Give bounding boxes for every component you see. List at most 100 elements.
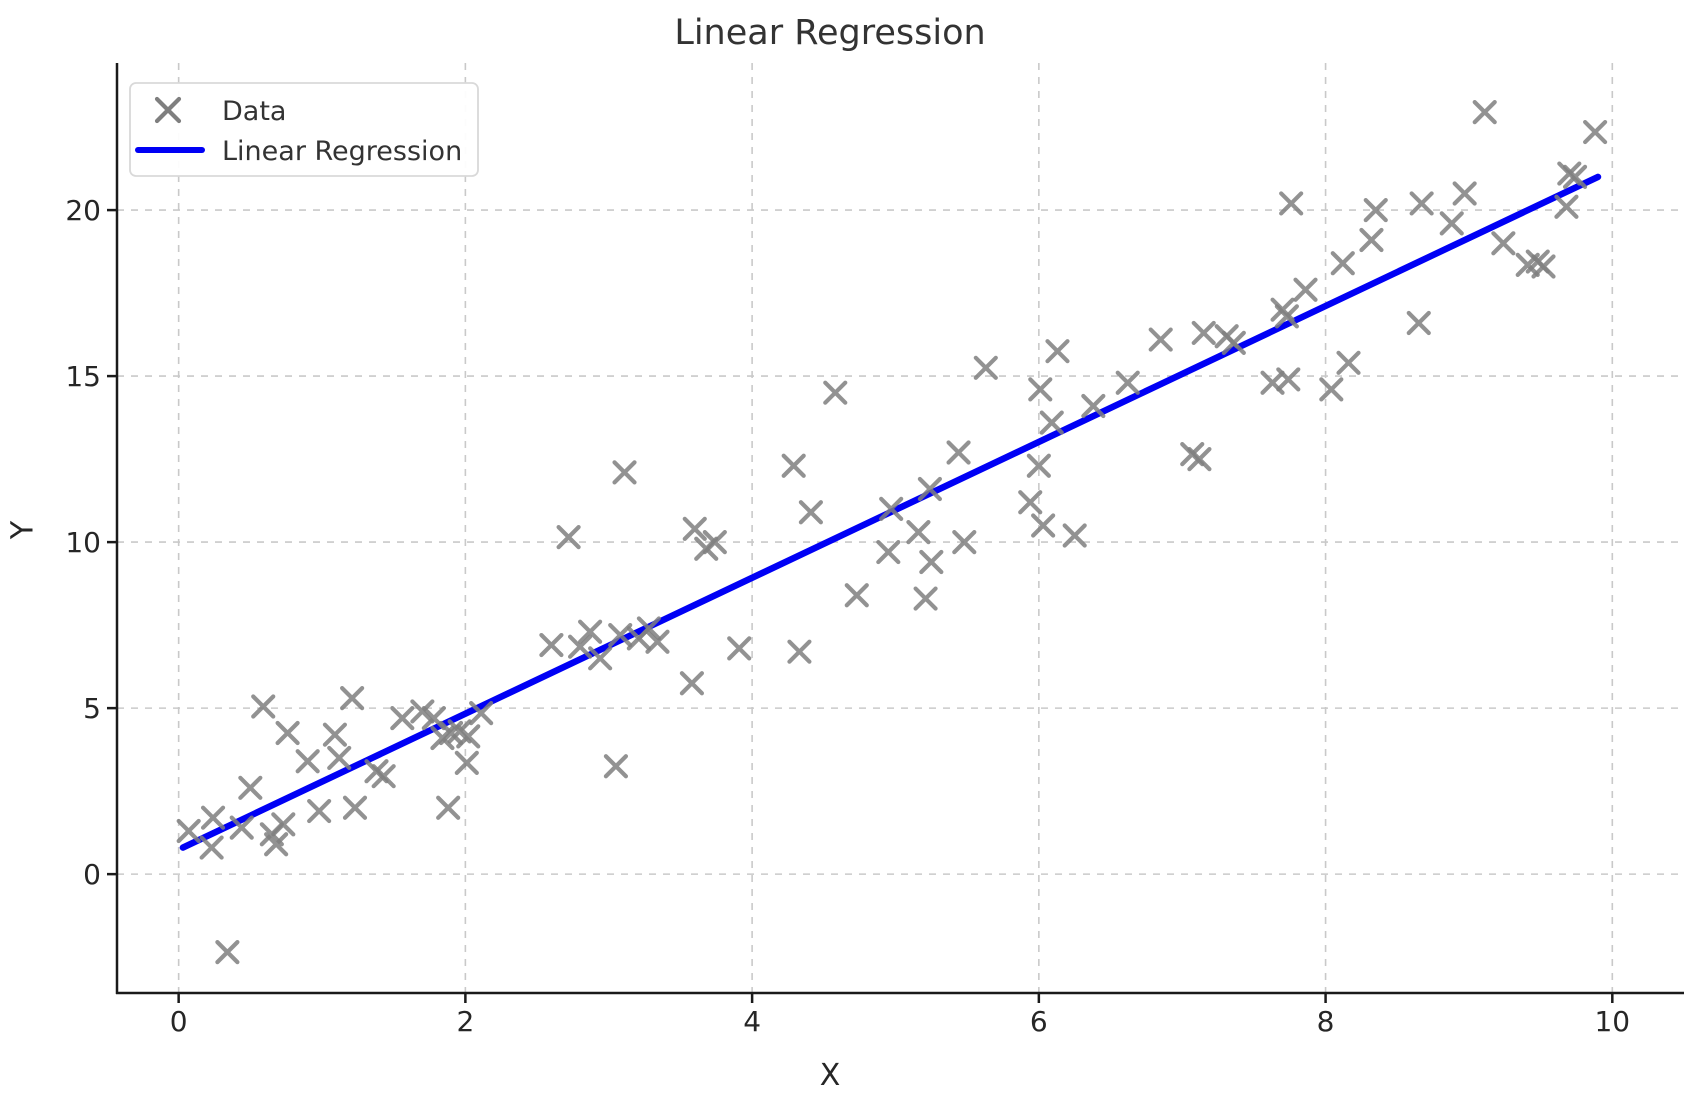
- axis-ticks: [107, 208, 1614, 1003]
- data-point-x-marker: [1018, 490, 1043, 515]
- data-point-x-marker: [229, 815, 254, 840]
- data-point-x-marker: [578, 619, 603, 644]
- data-point-x-marker: [876, 539, 901, 565]
- y-tick-label: 10: [65, 526, 101, 559]
- data-point-x-marker: [636, 616, 661, 641]
- data-point-x-marker: [390, 705, 415, 731]
- data-point-x-marker: [371, 764, 396, 789]
- data-point-x-marker: [1406, 310, 1431, 336]
- data-point-x-marker: [327, 745, 352, 771]
- data-point-x-marker: [1028, 377, 1053, 402]
- data-point-x-marker: [1472, 100, 1497, 125]
- data-point-x-marker: [251, 694, 276, 719]
- data-point-x-marker: [1276, 367, 1301, 392]
- data-point-x-marker: [342, 795, 368, 820]
- data-point-x-marker: [798, 500, 823, 525]
- data-point-x-marker: [1187, 447, 1212, 472]
- data-point-x-marker: [1439, 211, 1464, 236]
- data-point-x-marker: [176, 818, 201, 844]
- data-point-x-marker: [679, 671, 705, 696]
- data-point-x-marker: [567, 634, 593, 659]
- data-point-x-marker: [781, 453, 806, 478]
- data-point-x-marker: [1221, 330, 1246, 355]
- data-point-x-marker: [1081, 393, 1106, 419]
- data-point-x-marker: [456, 724, 481, 749]
- data-point-x-marker: [1045, 339, 1070, 364]
- data-point-x-marker: [823, 380, 848, 405]
- data-point-x-marker: [603, 754, 629, 779]
- data-point-x-marker: [919, 549, 944, 575]
- data-point-x-marker: [1148, 327, 1173, 352]
- legend-item-label: Linear Regression: [222, 136, 462, 167]
- data-point-x-marker: [906, 520, 931, 545]
- x-tick-label: 10: [1594, 1005, 1630, 1038]
- data-point-x-marker: [271, 812, 296, 837]
- gridlines: [117, 63, 1684, 993]
- data-point-x-marker: [1062, 523, 1087, 548]
- data-point-x-marker: [1115, 370, 1140, 395]
- data-point-x-marker: [454, 750, 479, 776]
- data-point-x-marker: [727, 636, 752, 661]
- data-point-x-marker: [1452, 181, 1477, 206]
- data-point-x-marker: [879, 496, 904, 522]
- x-tick-label: 4: [743, 1005, 761, 1038]
- data-point-x-marker: [1026, 453, 1051, 478]
- y-tick-label: 15: [65, 360, 101, 393]
- data-point-x-marker: [787, 639, 812, 664]
- data-point-x-marker: [556, 525, 581, 550]
- data-point-x-marker: [913, 586, 938, 611]
- data-point-x-marker: [588, 646, 613, 671]
- data-point-x-marker: [410, 699, 435, 724]
- data-point-x-marker: [1336, 350, 1361, 375]
- legend: Data Linear Regression: [129, 82, 479, 177]
- legend-x-marker-icon: [154, 96, 182, 124]
- x-tick-label: 2: [456, 1005, 474, 1038]
- legend-box: [129, 82, 479, 177]
- data-point-x-marker: [1409, 191, 1434, 216]
- data-point-x-marker: [946, 440, 971, 465]
- data-point-x-marker: [973, 355, 998, 380]
- x-tick-label: 0: [170, 1005, 188, 1038]
- data-point-x-marker: [1039, 410, 1064, 435]
- data-point-x-marker: [1363, 197, 1388, 223]
- data-point-x-marker: [1191, 320, 1216, 346]
- y-tick-label: 5: [83, 692, 101, 725]
- axis-spines: [115, 63, 1684, 995]
- legend-item-label: Data: [222, 96, 286, 127]
- data-point-x-marker: [275, 720, 300, 746]
- data-point-x-marker: [264, 832, 289, 857]
- data-point-x-marker: [340, 686, 365, 711]
- data-point-x-marker: [952, 530, 977, 555]
- x-tick-label: 6: [1030, 1005, 1048, 1038]
- data-point-x-marker: [1031, 513, 1056, 538]
- data-point-x-marker: [1319, 377, 1344, 402]
- x-axis-label: X: [819, 1058, 841, 1093]
- y-axis-label: Y: [5, 520, 41, 540]
- data-point-x-marker: [199, 835, 224, 860]
- data-point-x-marker: [469, 701, 494, 726]
- data-point-x-marker: [1274, 304, 1299, 329]
- y-tick-label: 0: [83, 858, 101, 891]
- data-point-x-marker: [215, 940, 240, 965]
- y-tick-labels: 0 5 10 15 20: [65, 194, 101, 891]
- data-point-x-marker: [436, 795, 461, 820]
- x-tick-labels: 0 2 4 6 8 10: [170, 1005, 1630, 1038]
- chart-title: Linear Regression: [674, 13, 986, 53]
- data-point-x-marker: [844, 583, 869, 608]
- data-point-x-marker: [1583, 119, 1608, 145]
- scatter-points: [176, 100, 1608, 965]
- data-point-x-marker: [917, 476, 942, 502]
- data-point-x-marker: [1293, 277, 1318, 302]
- data-point-x-marker: [322, 722, 348, 747]
- data-point-x-marker: [1491, 231, 1516, 256]
- data-point-x-marker: [612, 460, 637, 485]
- y-tick-label: 20: [65, 194, 101, 227]
- data-point-x-marker: [200, 805, 226, 830]
- data-point-x-marker: [307, 798, 332, 824]
- data-point-x-marker: [645, 629, 670, 654]
- data-point-x-marker: [1554, 194, 1579, 219]
- data-point-x-marker: [1531, 254, 1556, 279]
- data-point-x-marker: [295, 749, 320, 774]
